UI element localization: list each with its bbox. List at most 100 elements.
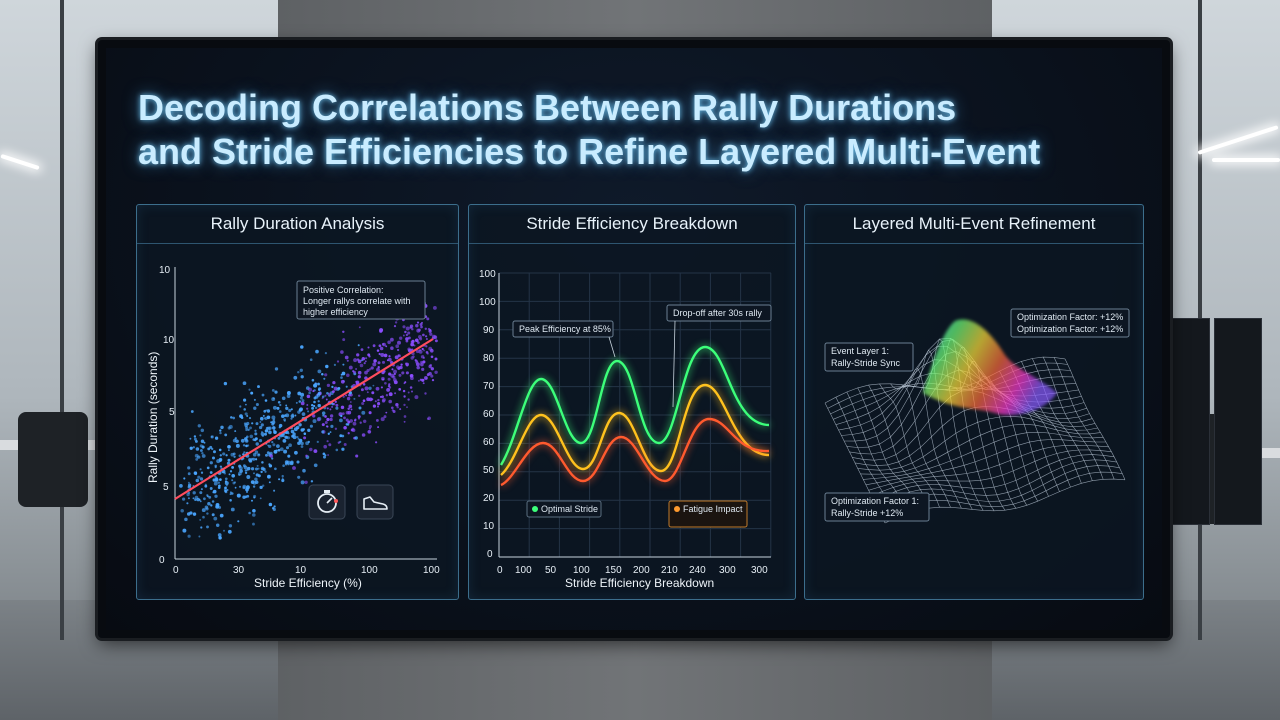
scatter-dot [228,524,233,528]
scatter-dot [253,398,256,401]
scatter-dot [322,414,325,417]
scatter-dot [300,392,305,397]
scatter-dot [282,439,287,443]
scatter-dot [272,418,276,421]
scatter-dot [251,499,253,502]
scatter-dot [420,325,423,329]
scatter-dot [414,395,419,400]
scatter-dot [225,454,228,457]
fatigue-impact-label: Fatigue Impact [683,504,743,514]
scatter-dot [219,465,223,468]
scatter-dot [398,373,402,377]
scatter-dot [259,416,264,421]
scatter-dot [228,424,233,429]
scatter-dot [210,504,213,507]
panel-title: Rally Duration Analysis [137,205,458,244]
scatter-dot [230,416,233,419]
scatter-dot [256,464,259,467]
scatter-dot [329,414,334,418]
scatter-dot [317,382,320,386]
scatter-dot [190,410,194,413]
scatter-dot [246,415,249,417]
scatter-dot [273,429,276,432]
scatter-dot [301,412,306,416]
scatter-dot [409,386,413,389]
scatter-dot [392,375,396,379]
scatter-dot [193,437,197,441]
scatter-dot [245,403,247,406]
scatter-dot [318,387,322,391]
scatter-dot [396,405,399,409]
scatter-dot [359,421,362,424]
scatter-dot [184,517,188,522]
x-tick-label: 10 [295,565,307,576]
scatter-dot [277,448,281,452]
event-layer-label: Event Layer 1: [831,346,889,356]
scatter-dot [260,423,264,427]
scatter-dot [214,436,219,440]
scatter-dot [293,427,298,432]
scatter-dot [264,399,268,402]
scatter-dot [340,373,343,376]
scatter-dot [255,473,259,477]
scatter-dot [357,415,361,419]
scatter-dot [217,486,221,489]
scatter-dot [377,426,380,429]
scatter-dot [326,425,329,428]
scatter-dot [410,376,414,381]
scatter-dot [349,419,354,423]
scatter-dot [264,429,269,433]
y-tick-label: 100 [479,297,496,308]
scatter-dot [402,325,406,329]
scatter-dot [199,477,204,481]
scatter-dot [287,454,291,458]
scatter-dot [234,436,237,440]
scatter-dot [295,401,298,404]
y-tick-label: 60 [483,437,495,448]
fatigue-impact-dot [674,506,680,512]
scatter-dot [406,406,408,409]
scatter-dot [298,408,303,412]
scatter-dot [231,465,235,469]
scatter-dot [313,384,316,387]
scatter-dot [244,495,248,499]
scatter-dot [305,441,309,446]
scatter-dot [361,356,366,361]
scatter-dot [245,487,249,492]
scatter-dot [361,401,365,406]
scatter-dot [407,398,410,401]
scatter-dot [311,406,315,410]
scatter-dot [321,411,326,415]
scatter-dot [245,426,249,430]
scatter-dot [375,386,380,391]
callout-leader [608,336,616,358]
scatter-dot [421,367,425,371]
scatter-dot [394,392,397,395]
scatter-dot [247,444,250,447]
scatter-dot [298,438,303,443]
scatter-dot [255,402,259,407]
scatter-dot [428,364,432,369]
scatter-dot [348,365,353,370]
scatter-dot [415,360,419,364]
optimal-stride-legend [526,500,602,518]
scatter-dot [285,446,290,450]
scatter-dot [269,451,273,456]
scatter-dot [227,449,230,452]
scatter-dot [342,330,345,334]
scatter-dot [344,355,349,360]
scatter-dot [327,454,330,456]
optimization-top-label: Optimization Factor: +12% [1017,312,1123,322]
scatter-dot [377,398,380,402]
scatter-dot [285,435,289,439]
scatter-dot [203,497,206,501]
scatter-dot [195,447,200,451]
scatter-dot [197,475,201,479]
scatter-dot [218,448,222,452]
scatter-dot [306,394,311,399]
mesh-line [1064,358,1126,480]
scatter-dot [194,439,198,443]
scatter-dot [247,428,250,431]
scatter-dot [206,495,209,498]
scatter-dot [300,441,304,446]
